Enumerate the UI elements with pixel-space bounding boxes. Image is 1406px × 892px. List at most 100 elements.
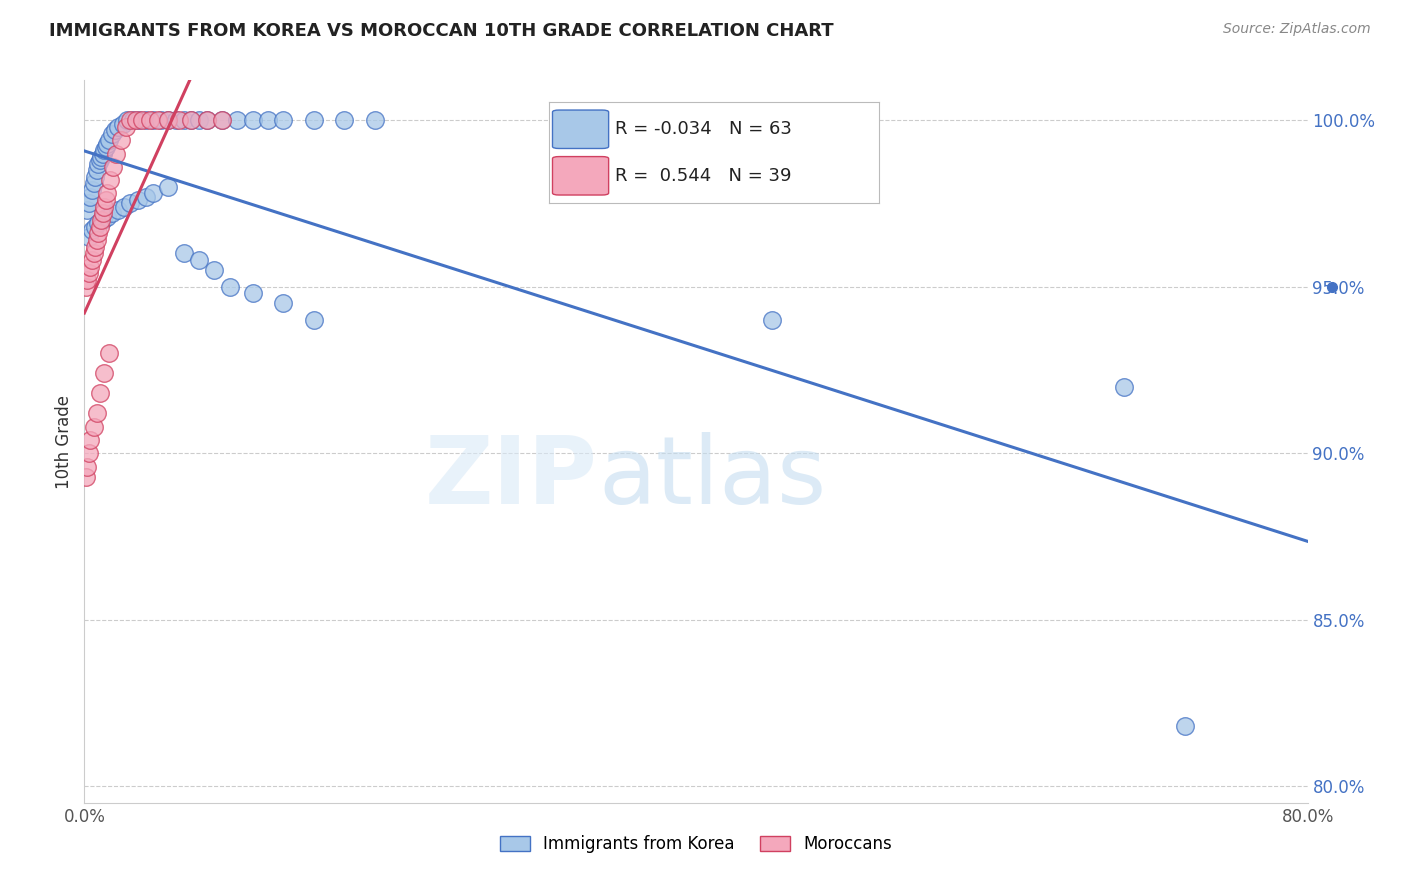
Point: [93, 200, 115, 214]
Point: [226, 113, 249, 128]
Point: [165, 113, 187, 128]
Point: [77, 229, 100, 244]
Point: [94, 193, 117, 207]
Point: [128, 113, 150, 128]
Point: [80, 223, 103, 237]
Point: [91, 146, 114, 161]
Point: [90, 213, 112, 227]
Point: [87, 217, 110, 231]
Point: [96, 186, 118, 201]
Point: [111, 117, 134, 131]
Point: [76, 203, 98, 218]
Text: IMMIGRANTS FROM KOREA VS MOROCCAN 10TH GRADE CORRELATION CHART: IMMIGRANTS FROM KOREA VS MOROCCAN 10TH G…: [49, 22, 834, 40]
Point: [79, 260, 101, 274]
Point: [180, 113, 202, 128]
Point: [87, 156, 110, 170]
Point: [167, 113, 190, 128]
Point: [1174, 719, 1197, 733]
Point: [96, 136, 118, 151]
Text: Source: ZipAtlas.com: Source: ZipAtlas.com: [1223, 22, 1371, 37]
Legend: Immigrants from Korea, Moroccans: Immigrants from Korea, Moroccans: [494, 828, 898, 860]
Point: [96, 210, 118, 224]
Point: [120, 113, 142, 128]
Point: [87, 227, 110, 241]
Point: [271, 296, 294, 310]
Point: [91, 206, 114, 220]
Point: [110, 133, 132, 147]
Point: [93, 143, 115, 157]
Point: [89, 219, 111, 234]
Text: ZIP: ZIP: [425, 432, 598, 524]
Point: [104, 123, 127, 137]
Point: [173, 246, 195, 260]
Point: [122, 113, 145, 128]
Point: [114, 120, 136, 134]
Point: [77, 196, 100, 211]
Point: [77, 446, 100, 460]
Point: [112, 200, 135, 214]
Point: [218, 279, 240, 293]
Point: [97, 346, 120, 360]
Point: [157, 179, 180, 194]
Point: [91, 213, 114, 227]
Point: [107, 120, 129, 134]
Point: [120, 196, 142, 211]
Point: [115, 113, 138, 128]
Point: [89, 386, 111, 401]
Point: [139, 113, 162, 128]
Point: [97, 133, 120, 147]
Point: [257, 113, 280, 128]
Point: [89, 153, 111, 168]
Point: [127, 193, 149, 207]
Point: [135, 113, 157, 128]
Point: [211, 113, 233, 128]
Point: [173, 113, 195, 128]
Point: [86, 163, 108, 178]
Point: [103, 160, 125, 174]
Point: [188, 113, 211, 128]
Point: [302, 113, 325, 128]
Point: [202, 263, 225, 277]
Point: [105, 146, 128, 161]
Point: [146, 113, 169, 128]
Point: [84, 219, 107, 234]
Point: [75, 279, 97, 293]
Point: [93, 366, 115, 380]
Point: [76, 273, 98, 287]
Point: [79, 433, 101, 447]
Point: [84, 240, 107, 254]
Point: [135, 190, 157, 204]
Point: [142, 113, 165, 128]
Point: [333, 113, 356, 128]
Point: [180, 113, 202, 128]
Point: [76, 459, 98, 474]
Point: [188, 253, 211, 268]
Point: [80, 183, 103, 197]
Point: [761, 313, 783, 327]
Point: [101, 206, 124, 220]
Point: [157, 113, 180, 128]
Point: [84, 169, 107, 184]
Point: [131, 113, 153, 128]
Point: [83, 419, 105, 434]
Point: [195, 113, 218, 128]
Point: [302, 313, 325, 327]
Point: [77, 266, 100, 280]
Point: [125, 113, 148, 128]
Point: [80, 253, 103, 268]
Point: [271, 113, 294, 128]
Point: [79, 190, 101, 204]
Point: [107, 203, 129, 218]
Point: [242, 113, 264, 128]
Y-axis label: 10th Grade: 10th Grade: [55, 394, 73, 489]
Point: [86, 233, 108, 247]
Point: [83, 246, 105, 260]
Text: atlas: atlas: [598, 432, 827, 524]
Point: [90, 150, 112, 164]
Point: [98, 173, 121, 187]
Point: [101, 127, 124, 141]
Point: [242, 286, 264, 301]
Point: [1114, 379, 1136, 393]
Point: [149, 113, 172, 128]
Point: [195, 113, 218, 128]
